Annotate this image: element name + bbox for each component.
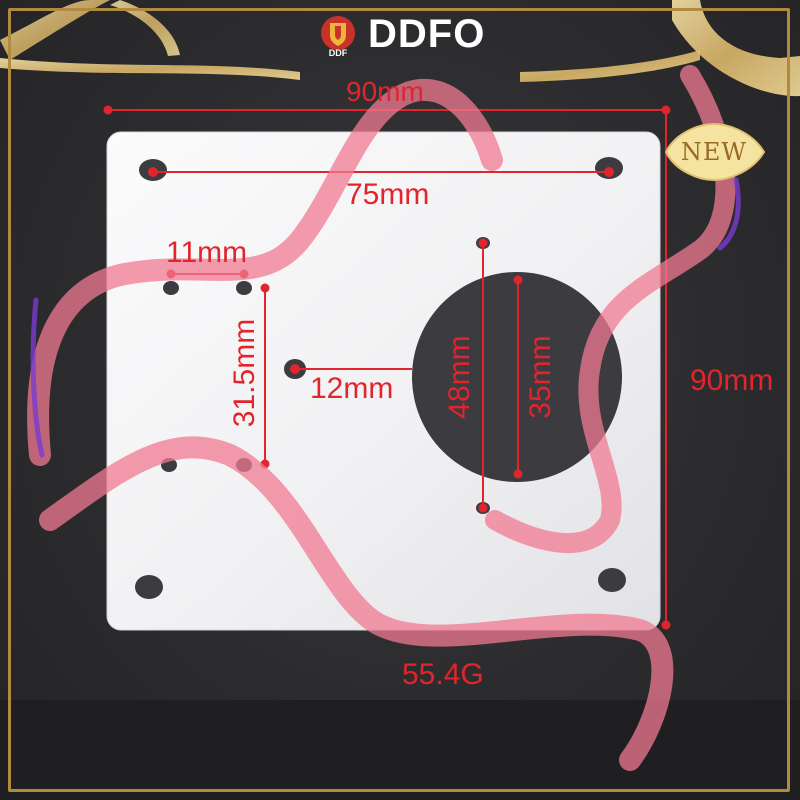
pink-ribbon-left [27, 79, 503, 466]
gold-ribbon-curl-left [110, 0, 180, 56]
dim-label-vertical-spacing: 31.5mm [228, 318, 261, 428]
floor-shadow [0, 700, 800, 800]
brand-logo-text: DDF [329, 48, 348, 57]
dim-label-center-offset: 12mm [310, 372, 394, 405]
pink-ribbon-right [485, 65, 736, 553]
dim-label-small-spacing: 11mm [166, 236, 248, 269]
dim-label-overall-height: 90mm [690, 364, 774, 397]
brand-header: DDF DDFO [318, 12, 485, 57]
dim-label-overall-width: 90mm [346, 76, 424, 107]
small-hole-a [163, 281, 179, 295]
dim-label-center-diameter: 35mm [524, 335, 557, 419]
gold-ribbon-curl-right [672, 0, 800, 97]
gold-ribbon-top [0, 58, 300, 80]
purple-ribbon-edge-right [717, 177, 741, 251]
weight-label: 55.4G [402, 658, 484, 691]
frame-border [8, 8, 790, 792]
pink-ribbon-lower [39, 436, 674, 771]
shield-crest-icon: DDF [321, 15, 355, 57]
brand-name: DDFO [368, 12, 486, 56]
dim-label-outer-hole-spacing: 48mm [443, 335, 476, 419]
mount-hole-bottom-right [598, 568, 626, 592]
gold-ribbon-left [0, 0, 110, 60]
new-badge-shape [664, 122, 766, 182]
purple-ribbon-edge [30, 297, 45, 458]
new-badge-text: NEW [680, 138, 748, 166]
small-hole-b [236, 281, 252, 295]
dim-label-mount-spacing: 75mm [346, 178, 430, 211]
mount-hole-bottom-left [135, 575, 163, 599]
gold-ribbon-right-top [520, 50, 700, 82]
new-badge: NEW [660, 124, 768, 180]
